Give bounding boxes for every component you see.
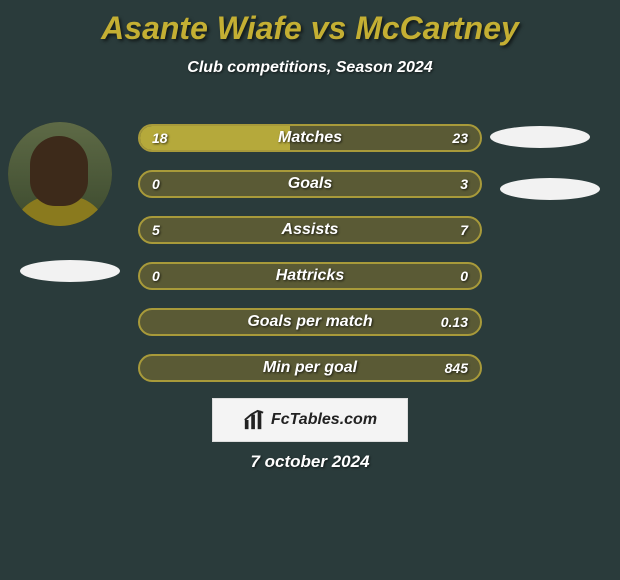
stat-value-left: 5 bbox=[152, 218, 160, 242]
stat-row: Goals per match0.13 bbox=[138, 308, 482, 336]
stat-label: Hattricks bbox=[140, 264, 480, 288]
stat-row: Goals0 3 bbox=[138, 170, 482, 198]
page-subtitle: Club competitions, Season 2024 bbox=[0, 59, 620, 77]
stat-value-right: 3 bbox=[460, 172, 468, 196]
stat-row: Min per goal845 bbox=[138, 354, 482, 382]
stat-row: Matches18 23 bbox=[138, 124, 482, 152]
stat-value-right: 0.13 bbox=[441, 310, 468, 334]
stat-value-left: 0 bbox=[152, 172, 160, 196]
stats-bars: Matches1823Goals03Assists57Hattricks00Go… bbox=[138, 124, 482, 400]
stat-row: Hattricks0 0 bbox=[138, 262, 482, 290]
decorative-oval bbox=[490, 126, 590, 148]
chart-icon bbox=[243, 409, 265, 431]
stat-value-right: 23 bbox=[452, 126, 468, 150]
brand-text: FcTables.com bbox=[271, 411, 377, 429]
player-left-avatar bbox=[8, 122, 112, 226]
stat-label: Matches bbox=[140, 126, 480, 150]
brand-badge: FcTables.com bbox=[212, 398, 408, 442]
stat-value-right: 0 bbox=[460, 264, 468, 288]
stat-label: Min per goal bbox=[140, 356, 480, 380]
page-title: Asante Wiafe vs McCartney bbox=[0, 0, 620, 47]
stat-value-left: 0 bbox=[152, 264, 160, 288]
stat-label: Goals bbox=[140, 172, 480, 196]
stat-row: Assists5 7 bbox=[138, 216, 482, 244]
stat-label: Assists bbox=[140, 218, 480, 242]
stat-value-right: 7 bbox=[460, 218, 468, 242]
stat-label: Goals per match bbox=[140, 310, 480, 334]
stat-value-right: 845 bbox=[445, 356, 468, 380]
stat-value-left: 18 bbox=[152, 126, 168, 150]
decorative-oval bbox=[20, 260, 120, 282]
decorative-oval bbox=[500, 178, 600, 200]
date-text: 7 october 2024 bbox=[0, 452, 620, 472]
